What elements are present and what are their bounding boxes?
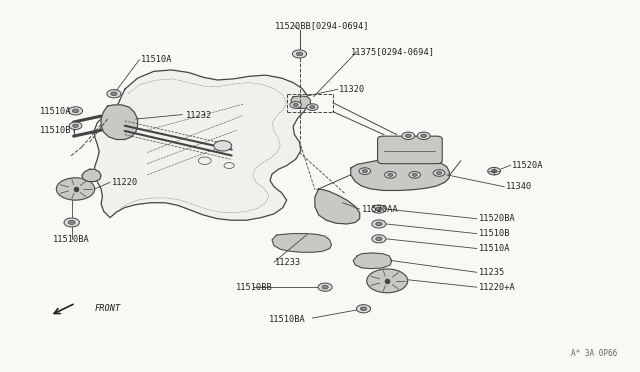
Circle shape bbox=[73, 124, 78, 127]
Circle shape bbox=[292, 50, 307, 58]
Circle shape bbox=[296, 52, 303, 56]
Text: 11232: 11232 bbox=[186, 111, 212, 120]
Text: 11220+A: 11220+A bbox=[479, 283, 515, 292]
Circle shape bbox=[376, 237, 382, 241]
Circle shape bbox=[409, 171, 420, 178]
Circle shape bbox=[417, 132, 430, 140]
Text: 11510BA: 11510BA bbox=[269, 315, 305, 324]
Text: 11520AA: 11520AA bbox=[362, 205, 398, 214]
Circle shape bbox=[322, 285, 328, 289]
Text: 11510A: 11510A bbox=[479, 244, 510, 253]
Circle shape bbox=[56, 178, 95, 200]
Circle shape bbox=[372, 235, 386, 243]
Circle shape bbox=[214, 141, 232, 151]
Text: 11320: 11320 bbox=[339, 85, 365, 94]
Circle shape bbox=[359, 168, 371, 174]
Circle shape bbox=[68, 221, 75, 224]
Circle shape bbox=[433, 170, 445, 176]
Text: 11510B: 11510B bbox=[40, 126, 71, 135]
Circle shape bbox=[421, 134, 427, 137]
Polygon shape bbox=[315, 189, 360, 224]
Circle shape bbox=[406, 134, 412, 137]
Text: 11510BB: 11510BB bbox=[236, 283, 272, 292]
Polygon shape bbox=[272, 234, 332, 252]
Circle shape bbox=[69, 122, 82, 129]
Circle shape bbox=[307, 104, 318, 110]
Circle shape bbox=[68, 107, 83, 115]
Text: A* 3A 0P66: A* 3A 0P66 bbox=[572, 349, 618, 358]
Circle shape bbox=[107, 90, 121, 98]
Circle shape bbox=[376, 222, 382, 226]
Circle shape bbox=[372, 220, 386, 228]
Circle shape bbox=[492, 169, 497, 173]
Text: 11520A: 11520A bbox=[512, 161, 543, 170]
Circle shape bbox=[111, 92, 117, 96]
Text: 11235: 11235 bbox=[479, 268, 505, 277]
Text: 11220: 11220 bbox=[112, 178, 138, 187]
Polygon shape bbox=[353, 253, 392, 269]
Circle shape bbox=[290, 102, 301, 108]
Polygon shape bbox=[95, 70, 308, 220]
Circle shape bbox=[360, 307, 367, 311]
Circle shape bbox=[356, 305, 371, 313]
Text: 11233: 11233 bbox=[275, 258, 301, 267]
Text: 11510A: 11510A bbox=[40, 107, 71, 116]
Circle shape bbox=[318, 283, 332, 291]
Circle shape bbox=[362, 170, 367, 173]
Text: 11375[0294-0694]: 11375[0294-0694] bbox=[351, 47, 435, 56]
Circle shape bbox=[64, 218, 79, 227]
Circle shape bbox=[310, 106, 315, 109]
Text: FRONT: FRONT bbox=[95, 304, 121, 312]
FancyBboxPatch shape bbox=[378, 136, 442, 164]
Polygon shape bbox=[351, 158, 449, 190]
Text: 11510BA: 11510BA bbox=[52, 235, 89, 244]
Polygon shape bbox=[101, 105, 138, 140]
Text: 11510A: 11510A bbox=[141, 55, 172, 64]
Polygon shape bbox=[291, 96, 310, 109]
Polygon shape bbox=[82, 169, 101, 182]
Text: 11520BB[0294-0694]: 11520BB[0294-0694] bbox=[275, 21, 370, 30]
Text: 11520BA: 11520BA bbox=[479, 214, 515, 223]
Circle shape bbox=[388, 173, 393, 176]
Circle shape bbox=[436, 171, 442, 174]
Circle shape bbox=[72, 109, 79, 113]
Circle shape bbox=[367, 269, 408, 293]
Circle shape bbox=[412, 173, 417, 176]
Text: 11510B: 11510B bbox=[479, 229, 510, 238]
Circle shape bbox=[376, 207, 382, 211]
Circle shape bbox=[488, 167, 500, 175]
Text: 11340: 11340 bbox=[506, 182, 532, 191]
Circle shape bbox=[385, 171, 396, 178]
Circle shape bbox=[372, 205, 386, 213]
Circle shape bbox=[293, 103, 298, 106]
Circle shape bbox=[402, 132, 415, 140]
